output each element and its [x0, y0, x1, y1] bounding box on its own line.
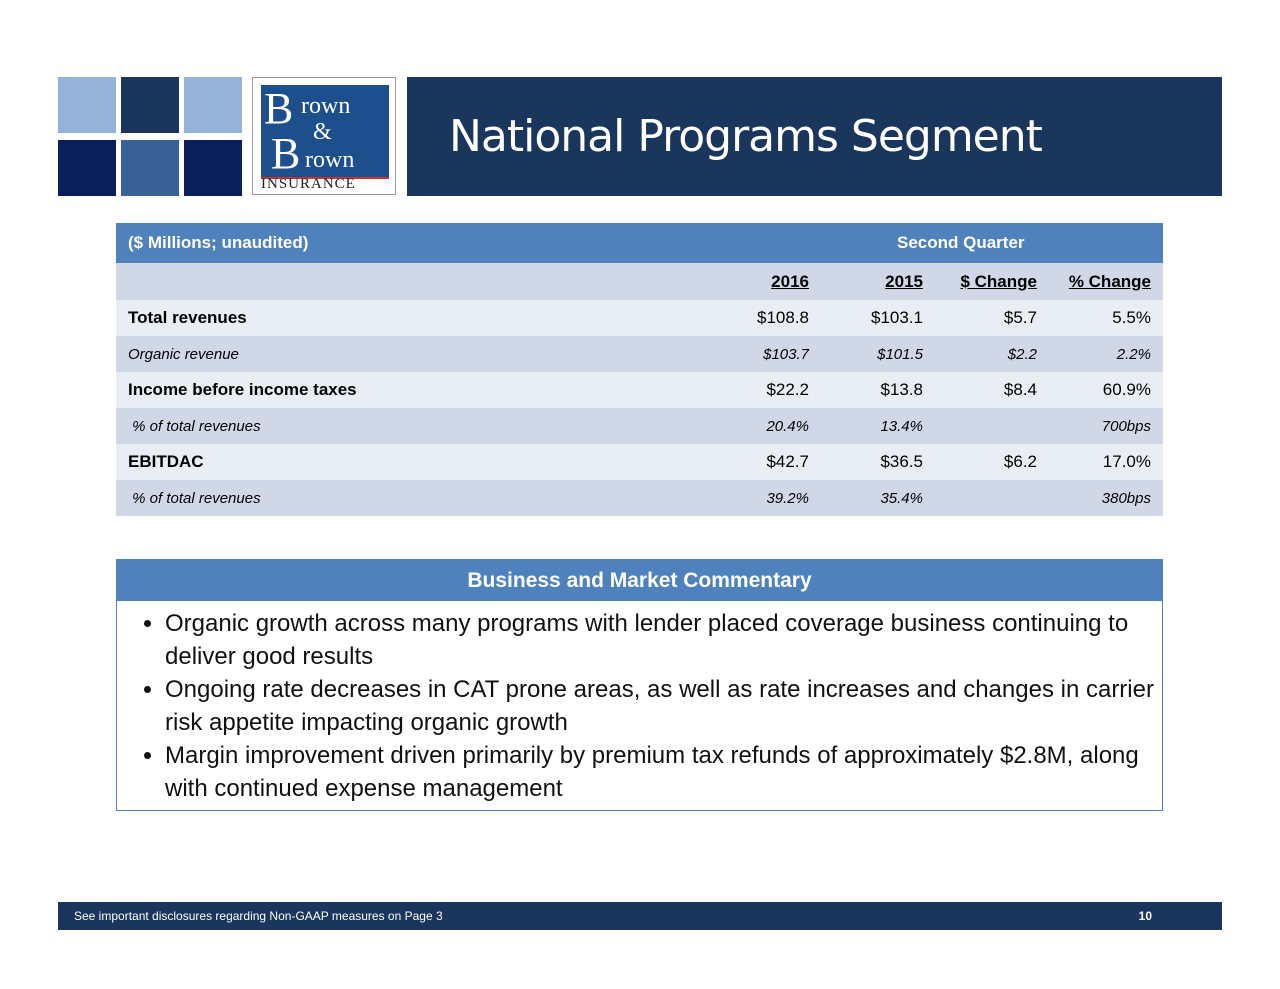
row-label: Organic revenue: [116, 336, 707, 372]
cell: $8.4: [935, 372, 1049, 408]
table-row: Income before income taxes $22.2 $13.8 $8.4…: [116, 372, 1163, 408]
table-header-row: ($ Millions; unaudited) Second Quarter: [116, 223, 1163, 263]
row-label: % of total revenues: [116, 480, 707, 516]
cell: $103.1: [821, 300, 935, 336]
row-label: Income before income taxes: [116, 372, 707, 408]
square: [58, 140, 116, 196]
cell: 17.0%: [1049, 444, 1163, 480]
table-caption: ($ Millions; unaudited): [116, 223, 707, 263]
cell: 35.4%: [821, 480, 935, 516]
disclosure-note: See important disclosures regarding Non-…: [74, 909, 443, 923]
commentary-title: Business and Market Commentary: [117, 560, 1162, 601]
period-label: Second Quarter: [707, 223, 1163, 263]
cell: $22.2: [707, 372, 821, 408]
cell: $13.8: [821, 372, 935, 408]
table-row: EBITDAC $42.7 $36.5 $6.2 17.0%: [116, 444, 1163, 480]
cell: 380bps: [1049, 480, 1163, 516]
column-header: $ Change: [935, 263, 1049, 300]
square: [184, 77, 242, 133]
row-label: Total revenues: [116, 300, 707, 336]
page-title: National Programs Segment: [449, 111, 1043, 162]
cell: 60.9%: [1049, 372, 1163, 408]
square: [58, 77, 116, 133]
table-row: % of total revenues 20.4% 13.4% 700bps: [116, 408, 1163, 444]
cell: $103.7: [707, 336, 821, 372]
commentary-bullet: Ongoing rate decreases in CAT prone area…: [165, 673, 1162, 739]
cell: 700bps: [1049, 408, 1163, 444]
cell: 20.4%: [707, 408, 821, 444]
commentary-bullet: Margin improvement driven primarily by p…: [165, 739, 1162, 805]
footer-bar: See important disclosures regarding Non-…: [58, 902, 1222, 930]
column-header: % Change: [1049, 263, 1163, 300]
page-number: 10: [1138, 909, 1152, 923]
cell: $101.5: [821, 336, 935, 372]
cell: 13.4%: [821, 408, 935, 444]
cell: 5.5%: [1049, 300, 1163, 336]
table-row: Total revenues $108.8 $103.1 $5.7 5.5%: [116, 300, 1163, 336]
table-row: % of total revenues 39.2% 35.4% 380bps: [116, 480, 1163, 516]
column-header: 2015: [821, 263, 935, 300]
table-row: Organic revenue $103.7 $101.5 $2.2 2.2%: [116, 336, 1163, 372]
row-label: EBITDAC: [116, 444, 707, 480]
cell: $36.5: [821, 444, 935, 480]
cell: $108.8: [707, 300, 821, 336]
square: [121, 77, 179, 133]
commentary-bullet: Organic growth across many programs with…: [165, 607, 1162, 673]
cell: $6.2: [935, 444, 1049, 480]
financial-table: ($ Millions; unaudited) Second Quarter 20…: [116, 223, 1163, 516]
column-header: 2016: [707, 263, 821, 300]
cell: 39.2%: [707, 480, 821, 516]
column-header-row: 2016 2015 $ Change % Change: [116, 263, 1163, 300]
cell: 2.2%: [1049, 336, 1163, 372]
cell: [935, 480, 1049, 516]
commentary-box: Business and Market Commentary Organic g…: [116, 559, 1163, 811]
square: [121, 140, 179, 196]
square: [184, 140, 242, 196]
cell: $5.7: [935, 300, 1049, 336]
title-bar: National Programs Segment: [407, 77, 1222, 196]
cell: $2.2: [935, 336, 1049, 372]
cell: $42.7: [707, 444, 821, 480]
row-label: % of total revenues: [116, 408, 707, 444]
cell: [935, 408, 1049, 444]
